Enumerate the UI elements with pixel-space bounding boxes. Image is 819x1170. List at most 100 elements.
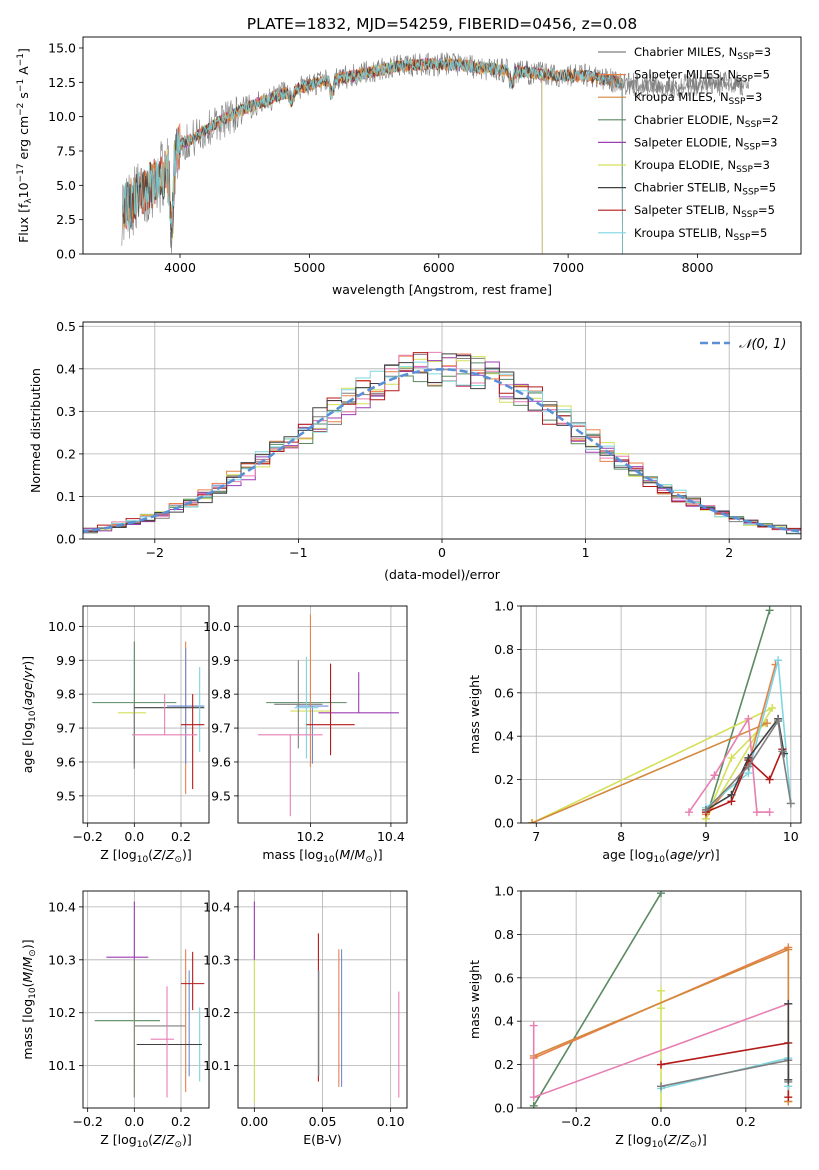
y-tick-label: 10.0: [48, 109, 76, 124]
label-fragment: /: [350, 847, 355, 862]
y-tick-label: 0.4: [494, 1014, 514, 1029]
label-fragment: =5: [753, 68, 770, 82]
label-fragment: M: [20, 972, 35, 983]
legend-label: Chabrier ELODIE, NSSP=2: [634, 113, 779, 130]
y-tick-label: 0.0: [494, 1101, 514, 1116]
y-tick-label: 0.4: [494, 729, 514, 744]
y-tick-label: 10.0: [48, 619, 76, 634]
y-tick-label: 0.0: [494, 816, 514, 831]
legend-label: Salpeter STELIB, NSSP=5: [634, 203, 775, 220]
y-tick-label: 10.4: [203, 899, 231, 914]
x-tick-label: 0.2: [736, 1114, 756, 1129]
label-fragment: /: [20, 967, 35, 972]
label-fragment: s: [16, 92, 31, 103]
label-fragment: SSP: [734, 233, 751, 243]
x-tick-label: 0.0: [124, 1114, 144, 1129]
series-line: [533, 892, 662, 1107]
model-spectrum-line: [122, 57, 623, 254]
data-point-marker: [701, 805, 710, 814]
panel-residual-histogram: −2 −1 0 1 2 0.0 0.1 0.2 0.3 0.4 0.5 (data-model)/er…: [28, 319, 802, 582]
y-axis-label: mass weight: [467, 675, 482, 754]
data-point-marker: [657, 1004, 665, 1013]
label-fragment: SSP: [737, 52, 754, 62]
label-fragment: A: [16, 66, 31, 79]
label-fragment: /: [20, 677, 35, 682]
x-tick-label: 2: [725, 545, 733, 560]
y-tick-label: 9.5: [56, 788, 76, 803]
label-fragment: 10: [28, 710, 38, 722]
y-tick-label: 0.2: [494, 772, 514, 787]
y-axis-label: Normed distribution: [28, 368, 43, 493]
y-tick-label: 0.4: [56, 361, 76, 376]
plot-area: [83, 322, 801, 539]
label-fragment: yr: [20, 665, 35, 679]
data-point-marker: [744, 762, 753, 771]
x-tick-label: −0.2: [72, 829, 102, 844]
histogram-step-line: [83, 353, 801, 535]
series-line: [531, 722, 768, 823]
data-point-marker: [752, 808, 761, 817]
series-line: [660, 1041, 790, 1098]
y-tick-label: 10.3: [203, 952, 231, 967]
x-tick-label: 0: [438, 545, 446, 560]
data-point-marker: [657, 1104, 665, 1108]
label-fragment: )]: [20, 656, 35, 666]
label-fragment: )]: [20, 939, 35, 949]
label-fragment: ⊙: [365, 855, 373, 865]
data-point-marker: [744, 714, 753, 723]
label-fragment: −2: [16, 103, 26, 116]
panel-age-vs-metallicity: −0.2 0.0 0.29.59.69.79.89.910.0Z [log10(Z/…: [20, 605, 210, 865]
data-point-marker: [657, 986, 665, 995]
label-fragment: ]: [16, 48, 31, 53]
y-tick-label: 0.0: [56, 247, 76, 262]
y-tick-label: 0.6: [494, 970, 514, 985]
label-fragment: mass weight: [467, 675, 482, 754]
x-tick-label: −0.2: [72, 1114, 102, 1129]
label-fragment: =2: [762, 113, 779, 127]
label-fragment: −17: [16, 163, 26, 182]
plot-area: [83, 606, 209, 823]
x-tick-label: 10: [783, 829, 799, 844]
x-tick-label: 0.0: [651, 1114, 671, 1129]
label-fragment: 10: [652, 1140, 664, 1150]
label-fragment: Z [log: [100, 847, 136, 862]
y-axis-label: mass [log10(M/M⊙)]: [20, 939, 38, 1059]
y-tick-label: 9.7: [211, 721, 231, 736]
label-fragment: Normed distribution: [28, 368, 43, 493]
legend-label: Kroupa ELODIE, NSSP=3: [634, 158, 770, 175]
legend-label: Kroupa MILES, NSSP=3: [634, 90, 762, 107]
data-point-marker: [765, 808, 774, 817]
model-spectrum-line: [122, 58, 623, 254]
y-tick-label: 10.1: [48, 1058, 76, 1073]
data-point-marker: [657, 1082, 665, 1091]
axes-frame: [520, 605, 802, 824]
series-line: [705, 610, 771, 819]
label-fragment: mass [log: [20, 999, 35, 1060]
y-tick-label: 10.1: [203, 1058, 231, 1073]
x-axis-label: E(B-V): [303, 1132, 342, 1147]
x-tick-label: 0.0: [124, 829, 144, 844]
y-tick-label: 9.7: [56, 721, 76, 736]
label-fragment: SSP: [736, 75, 753, 85]
y-tick-label: 9.9: [211, 653, 231, 668]
label-fragment: =5: [758, 203, 775, 217]
label-fragment: Kroupa STELIB, N: [634, 226, 734, 240]
y-tick-label: 1.0: [494, 884, 514, 899]
y-tick-label: 9.5: [211, 788, 231, 803]
label-fragment: Salpeter ELODIE, N: [634, 135, 744, 149]
label-fragment: Salpeter STELIB, N: [634, 203, 741, 217]
label-fragment: Z: [680, 1132, 690, 1147]
label-fragment: mass weight: [467, 960, 482, 1039]
x-axis-label: age [log10(age/yr)]: [602, 847, 719, 865]
model-spectrum-line: [600, 73, 750, 94]
label-fragment: age: [670, 847, 694, 862]
label-fragment: Kroupa ELODIE, N: [634, 158, 736, 172]
plot-area: [83, 891, 209, 1108]
x-tick-label: 10.4: [377, 829, 405, 844]
label-fragment: SSP: [742, 188, 759, 198]
label-fragment: (: [20, 983, 35, 988]
label-fragment: /: [693, 847, 698, 862]
y-tick-label: 9.8: [56, 687, 76, 702]
data-point-marker: [657, 1060, 665, 1069]
